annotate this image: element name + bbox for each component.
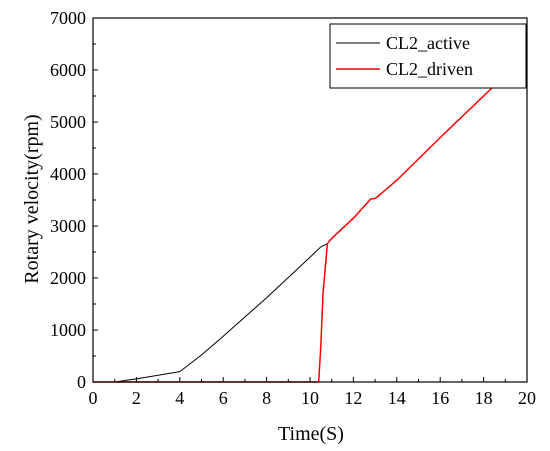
y-tick-label: 2000 bbox=[50, 268, 86, 288]
x-tick-label: 0 bbox=[89, 388, 98, 408]
legend-label-cl2-driven: CL2_driven bbox=[386, 59, 473, 79]
legend: CL2_active CL2_driven bbox=[329, 23, 527, 89]
series-line-cl2-driven bbox=[93, 53, 528, 383]
x-axis-title: Time(S) bbox=[278, 423, 344, 445]
x-tick-label: 12 bbox=[344, 388, 362, 408]
x-tick-label: 10 bbox=[301, 388, 319, 408]
x-tick-label: 6 bbox=[219, 388, 228, 408]
y-tick-label: 7000 bbox=[50, 8, 86, 28]
x-tick-label: 18 bbox=[475, 388, 493, 408]
plot-area bbox=[93, 53, 528, 383]
legend-box bbox=[329, 23, 527, 89]
x-tick-label: 2 bbox=[132, 388, 141, 408]
y-tick-label: 1000 bbox=[50, 320, 86, 340]
x-tick-label: 16 bbox=[431, 388, 449, 408]
x-tick-label: 14 bbox=[388, 388, 406, 408]
y-axis-title: Rotary velocity(rpm) bbox=[21, 114, 43, 283]
y-tick-label: 4000 bbox=[50, 164, 86, 184]
axes: 0 2 4 6 8 10 12 14 16 18 20 0 1000 2000 3000 4000 5000 60… bbox=[50, 8, 536, 408]
y-tick-label: 6000 bbox=[50, 60, 86, 80]
y-tick-label: 3000 bbox=[50, 216, 86, 236]
y-tick-label: 0 bbox=[77, 372, 86, 392]
x-tick-label: 8 bbox=[262, 388, 271, 408]
series-line-cl2-active bbox=[93, 243, 328, 383]
x-tick-label: 4 bbox=[175, 388, 184, 408]
legend-label-cl2-active: CL2_active bbox=[386, 33, 470, 53]
x-tick-label: 20 bbox=[518, 388, 536, 408]
y-tick-label: 5000 bbox=[50, 112, 86, 132]
